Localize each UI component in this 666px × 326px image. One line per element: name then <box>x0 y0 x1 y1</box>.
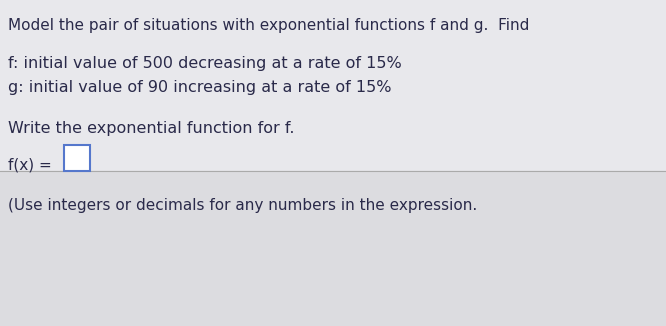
Text: f(x) =: f(x) = <box>8 158 52 173</box>
Text: Write the exponential function for f.: Write the exponential function for f. <box>8 121 294 136</box>
Bar <box>0 171 666 326</box>
Text: f: initial value of 500 decreasing at a rate of 15%: f: initial value of 500 decreasing at a … <box>8 56 402 71</box>
FancyBboxPatch shape <box>64 145 90 171</box>
Bar <box>0 0 666 171</box>
Text: g: initial value of 90 increasing at a rate of 15%: g: initial value of 90 increasing at a r… <box>8 80 392 95</box>
Text: Model the pair of situations with exponential functions f and g.  Find: Model the pair of situations with expone… <box>8 18 529 33</box>
Text: (Use integers or decimals for any numbers in the expression.: (Use integers or decimals for any number… <box>8 198 478 213</box>
